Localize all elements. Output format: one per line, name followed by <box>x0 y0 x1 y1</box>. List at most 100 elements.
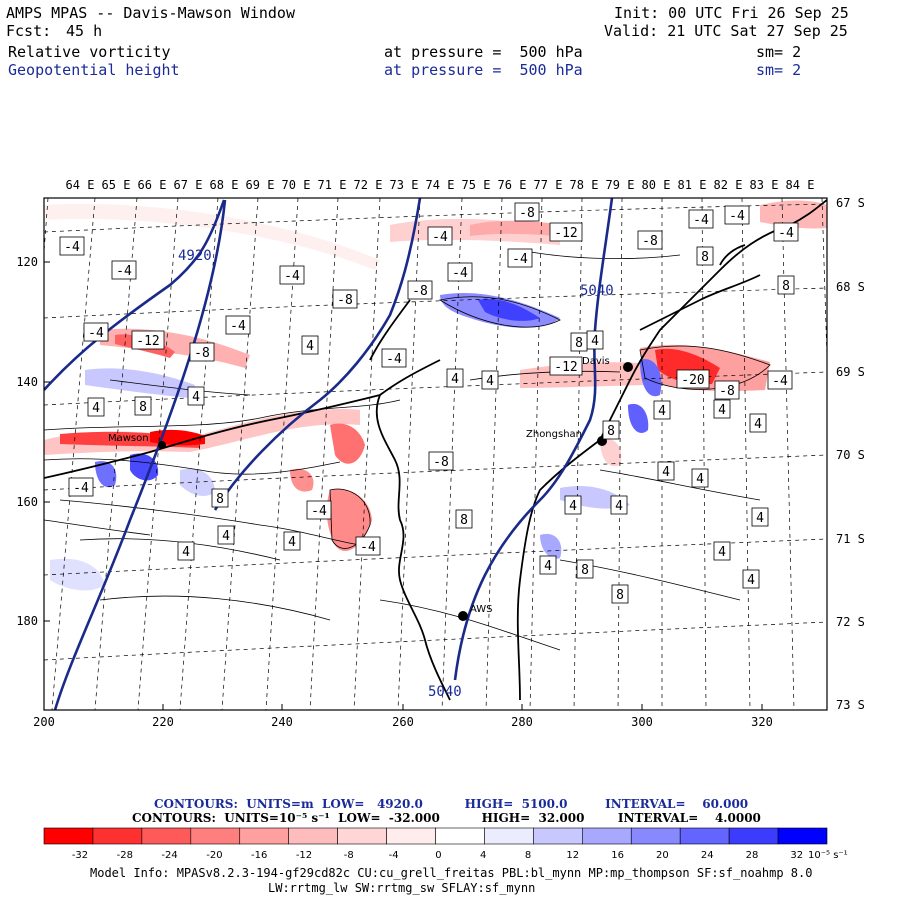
colorbar-tick-label: 16 <box>611 850 624 861</box>
axis-ticks <box>43 261 763 710</box>
vorticity-label-box <box>653 400 671 420</box>
vorticity-label: 4 <box>92 401 100 416</box>
vorticity-label-box <box>696 246 714 266</box>
vorticity-label: 8 <box>616 588 624 603</box>
vorticity-label-box <box>187 386 205 406</box>
colorbar: -32 -28 -24 -20 -16 -12 -8 -4 0 4 8 12 16 20 24 28 32 10⁻… <box>43 827 848 861</box>
vorticity-label: 4 <box>192 390 200 405</box>
vorticity-label: -4 <box>512 252 528 267</box>
vorticity-label: -4 <box>64 240 80 255</box>
vorticity-label: -4 <box>73 481 89 496</box>
vorticity-label-box <box>381 348 407 368</box>
vorticity-label-box <box>749 413 767 433</box>
colorbar-tick-label: -20 <box>206 850 222 861</box>
colorbar-swatch <box>582 827 632 845</box>
x-tick-label: 280 <box>511 715 533 729</box>
station-label: Zhongshan <box>526 429 582 440</box>
longitude-labels: 64 E 65 E 66 E 67 E 68 E 69 E 70 E 71 E 72 E 73 E… <box>66 178 815 192</box>
colorbar-units: 10⁻⁵ s⁻¹ <box>808 850 848 861</box>
y-tick-label: 160 <box>16 495 38 509</box>
x-tick-label: 220 <box>152 715 174 729</box>
vorticity-label: 8 <box>701 250 709 265</box>
vorticity-label-box <box>177 541 195 561</box>
vorticity-label: 8 <box>139 400 147 415</box>
vorticity-label: 4 <box>306 339 314 354</box>
latitude-label: 72 S <box>836 615 865 629</box>
colorbar-tick-label: 28 <box>746 850 759 861</box>
vorticity-label-box <box>637 230 663 250</box>
vorticity-label: -4 <box>284 269 300 284</box>
vorticity-label-box <box>225 315 251 335</box>
colorbar-swatch <box>141 827 192 845</box>
vorticity-label: -12 <box>554 360 577 375</box>
height-contour-label: 4920 <box>178 248 212 264</box>
vorticity-label: 4 <box>486 374 494 389</box>
x-tick-label: 240 <box>271 715 293 729</box>
colorbar-swatch <box>337 827 387 845</box>
colorbar-swatch <box>679 827 730 845</box>
colorbar-tick-label: 24 <box>701 850 714 861</box>
vorticity-label-box <box>83 322 109 342</box>
init-time: Init: 00 UTC Fri 26 Sep 25 <box>614 4 849 22</box>
vorticity-label-box <box>777 275 795 295</box>
colorbar-tick-label: -12 <box>296 850 312 861</box>
vorticity-label-box <box>68 477 94 497</box>
forecast-label: Fcst: <box>6 22 52 40</box>
model-info-line1: Model Info: MPASv8.2.3-194-gf29cd82c CU:… <box>90 866 813 880</box>
stations: Mawson Zhongshan Davis AWS <box>108 356 633 621</box>
vorticity-label-box <box>549 222 583 242</box>
station-marker <box>458 611 468 621</box>
x-tick-label: 260 <box>392 715 414 729</box>
vorticity-label: 4 <box>182 545 190 560</box>
vorticity-label-box <box>691 468 709 488</box>
vorticity-label-box <box>87 397 105 417</box>
vorticity-label-box <box>211 488 229 508</box>
x-tick-label: 200 <box>33 715 55 729</box>
vorticity-label: -8 <box>719 384 735 399</box>
station-marker <box>623 362 633 372</box>
vorticity-label: 4 <box>288 535 296 550</box>
vorticity-label: 4 <box>222 529 230 544</box>
vorticity-label: 4 <box>756 511 764 526</box>
vorticity-label: -4 <box>88 326 104 341</box>
y-tick-label: 180 <box>16 614 38 628</box>
colorbar-swatch <box>239 827 289 845</box>
vorticity-label-box <box>481 370 499 390</box>
colorbar-swatch <box>533 827 583 845</box>
vorticity-label-box <box>688 209 714 229</box>
colorbar-swatch <box>728 827 779 845</box>
station-marker <box>158 441 166 449</box>
longitude-label: 72 E <box>354 178 383 192</box>
vorticity-label-box <box>714 380 740 400</box>
colorbar-tick-label: -28 <box>117 850 133 861</box>
station-label: Mawson <box>108 433 149 444</box>
latitude-label: 73 S <box>836 698 865 712</box>
latitude-label: 67 S <box>836 196 865 210</box>
vorticity-label: -4 <box>452 266 468 281</box>
vorticity-label-box <box>428 451 454 471</box>
vorticity-label-box <box>427 226 453 246</box>
vorticity-label-box <box>507 248 533 268</box>
vorticity-label-box <box>751 507 769 527</box>
field1-smoothing: sm= 2 <box>756 43 802 61</box>
longitude-label: 76 E <box>498 178 527 192</box>
vorticity-label: -4 <box>386 352 402 367</box>
vorticity-label-box <box>570 332 588 352</box>
vorticity-label: 4 <box>747 573 755 588</box>
vorticity-label-box <box>111 260 137 280</box>
colorbar-tick-label: -16 <box>251 850 267 861</box>
latitude-label: 71 S <box>836 532 865 546</box>
height-contour-info: CONTOURS: UNITS=m LOW= 4920.0 HIGH= 5100… <box>154 797 749 811</box>
vorticity-label: 4 <box>718 545 726 560</box>
vorticity-label: 4 <box>569 499 577 514</box>
field2-name: Geopotential height <box>8 61 180 79</box>
vorticity-label-box <box>455 509 473 529</box>
longitude-label: 73 E <box>390 178 419 192</box>
vorticity-label: 8 <box>575 336 583 351</box>
vorticity-label: 4 <box>662 465 670 480</box>
vorticity-label: -4 <box>311 504 327 519</box>
vorticity-labels: -4 -4 -4 -4 -4 -8 -8 -4 -4 -12 -8 -12 -8 -8 -4 -4 -4 -4 -4… <box>59 202 799 604</box>
colorbar-swatch <box>484 827 534 845</box>
longitude-label: 68 E <box>210 178 239 192</box>
